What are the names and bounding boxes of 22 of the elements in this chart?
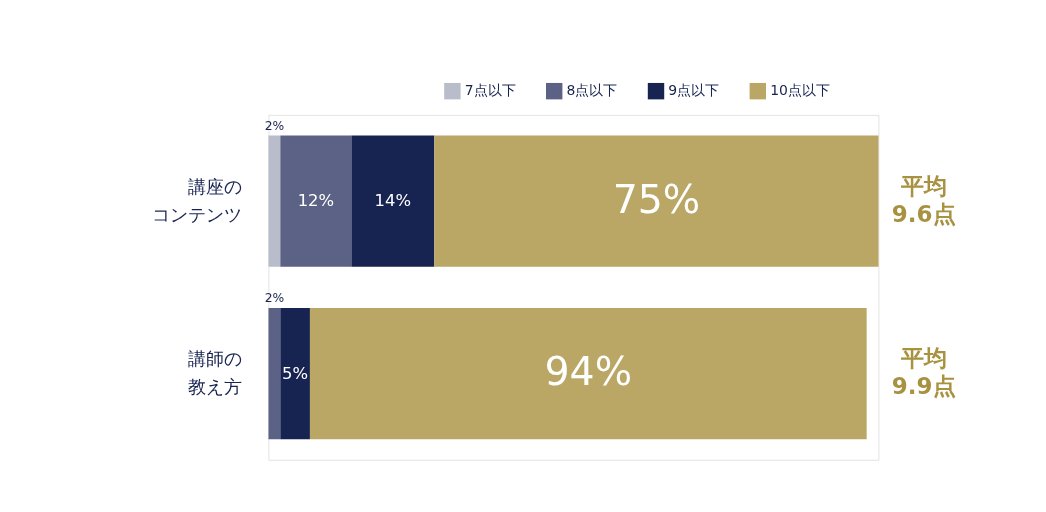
text: 平均9.6点 xyxy=(891,172,956,227)
bar xyxy=(351,135,435,267)
data-label: 75% xyxy=(612,175,701,222)
data-label: 5% xyxy=(282,363,309,383)
text: 平均9.9点 xyxy=(891,345,956,400)
bar xyxy=(268,307,281,440)
legend-label: 8点以下 xyxy=(566,82,618,99)
data-label: 14% xyxy=(374,191,412,211)
legend-label: 10点以下 xyxy=(770,82,830,99)
legend-label: 9点以下 xyxy=(668,82,720,99)
data-label: 2% xyxy=(264,291,285,306)
bar xyxy=(280,135,352,267)
y-tick-label: 講座のコンテンツ xyxy=(152,175,243,225)
data-label: 2% xyxy=(264,118,285,133)
bar xyxy=(280,307,310,440)
y-tick-label: 講師の教え方 xyxy=(188,348,243,398)
data-label: 12% xyxy=(297,191,335,211)
data-label: 94% xyxy=(544,348,633,395)
legend-label: 7点以下 xyxy=(464,82,516,99)
bar xyxy=(434,135,879,267)
bar xyxy=(268,135,281,267)
bar xyxy=(309,307,867,440)
